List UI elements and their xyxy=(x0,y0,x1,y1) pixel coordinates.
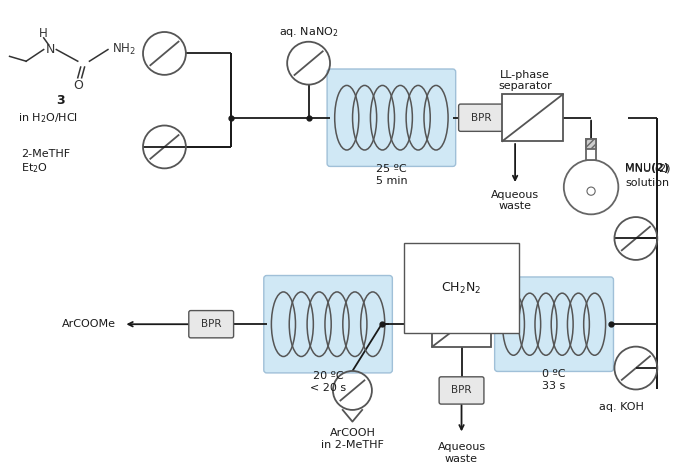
Text: CH$_2$N$_2$: CH$_2$N$_2$ xyxy=(441,281,482,296)
Text: Aqueous: Aqueous xyxy=(438,442,486,452)
Text: aq. KOH: aq. KOH xyxy=(599,402,643,412)
Bar xyxy=(432,302,490,347)
Text: Et$_2$O: Et$_2$O xyxy=(21,161,48,175)
Text: MNU (2): MNU (2) xyxy=(625,164,671,173)
Bar xyxy=(587,139,596,149)
Text: BPR: BPR xyxy=(471,113,491,123)
FancyBboxPatch shape xyxy=(327,69,456,166)
Text: solution: solution xyxy=(625,178,670,188)
FancyBboxPatch shape xyxy=(189,310,234,338)
Text: 33 s: 33 s xyxy=(543,381,566,391)
Text: 2-MeTHF: 2-MeTHF xyxy=(21,149,71,159)
Text: MNU: MNU xyxy=(625,164,655,173)
Text: O: O xyxy=(73,79,83,92)
Text: H: H xyxy=(39,27,48,41)
Text: separator: separator xyxy=(498,81,552,90)
Text: 5 min: 5 min xyxy=(375,176,407,186)
Text: 3: 3 xyxy=(56,94,64,107)
FancyBboxPatch shape xyxy=(495,277,613,371)
FancyBboxPatch shape xyxy=(459,104,504,131)
Text: BPR: BPR xyxy=(201,319,222,329)
FancyBboxPatch shape xyxy=(439,377,484,404)
Text: LL-phase: LL-phase xyxy=(500,70,549,80)
FancyBboxPatch shape xyxy=(264,275,392,373)
Text: NH$_2$: NH$_2$ xyxy=(112,42,136,57)
Text: waste: waste xyxy=(499,201,532,212)
Bar xyxy=(587,139,596,160)
Text: BPR: BPR xyxy=(451,385,472,396)
Text: 0 ºC: 0 ºC xyxy=(543,370,566,379)
Text: in 2-MeTHF: in 2-MeTHF xyxy=(321,440,384,450)
Text: < 20 s: < 20 s xyxy=(310,383,346,392)
Text: in H$_2$O/HCl: in H$_2$O/HCl xyxy=(19,111,78,124)
Text: waste: waste xyxy=(445,453,478,464)
Text: 25 ºC: 25 ºC xyxy=(376,164,407,174)
Text: aq. NaNO$_2$: aq. NaNO$_2$ xyxy=(279,25,338,39)
Bar xyxy=(502,94,563,141)
Text: 20 ºC: 20 ºC xyxy=(313,371,344,381)
Text: Aqueous: Aqueous xyxy=(491,190,539,199)
Text: ArCOOH: ArCOOH xyxy=(329,428,375,439)
Text: ArCOOMe: ArCOOMe xyxy=(62,319,116,329)
Text: (2): (2) xyxy=(652,164,670,173)
Text: N: N xyxy=(46,43,55,56)
